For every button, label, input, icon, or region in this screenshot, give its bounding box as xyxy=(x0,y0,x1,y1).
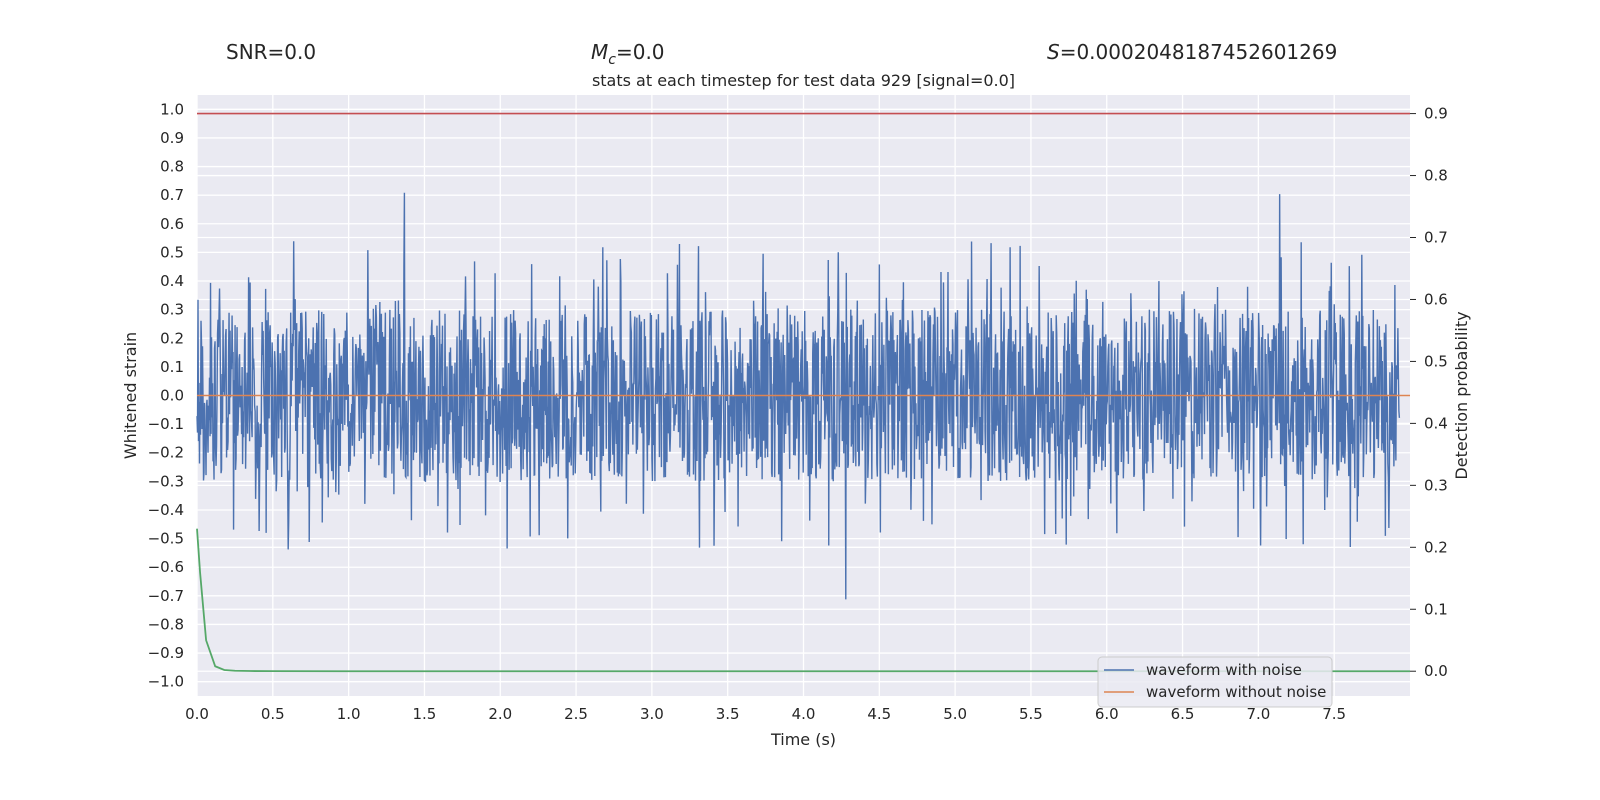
mc-value: =0.0 xyxy=(615,40,665,64)
y-tick-label-left: −0.5 xyxy=(148,530,184,548)
y-tick-label-left: 0.8 xyxy=(160,158,184,176)
legend-entry-label: waveform with noise xyxy=(1146,661,1302,679)
legend: waveform with noise waveform without nois… xyxy=(1097,656,1333,708)
y-tick-label-left: −0.1 xyxy=(148,415,184,433)
y-tick-label-right: 0.7 xyxy=(1424,229,1448,247)
x-tick-label: 1.0 xyxy=(337,705,361,723)
x-tick-label: 4.0 xyxy=(792,705,816,723)
y-tick-label-left: 0.0 xyxy=(160,387,184,405)
x-tick-label: 0.5 xyxy=(261,705,285,723)
y-tick-label-left: −0.2 xyxy=(148,444,184,462)
y-tick-label-right: 0.2 xyxy=(1424,538,1448,556)
x-tick-label: 3.5 xyxy=(716,705,740,723)
y-tick-label-right: 0.3 xyxy=(1424,476,1448,494)
x-tick-label: 0.0 xyxy=(185,705,209,723)
x-tick-label: 5.0 xyxy=(943,705,967,723)
y-tick-label-left: 0.9 xyxy=(160,129,184,147)
x-tick-label: 5.5 xyxy=(1019,705,1043,723)
y-tick-label-left: 0.5 xyxy=(160,243,184,261)
y-tick-label-left: 0.4 xyxy=(160,272,184,290)
y-tick-label-right: 0.1 xyxy=(1424,600,1448,618)
y-tick-label-left: −0.9 xyxy=(148,644,184,662)
detection-probability-line xyxy=(196,528,1410,673)
s-symbol: S xyxy=(1047,40,1060,64)
y-tick-label-right: 0.6 xyxy=(1424,290,1448,308)
y-axis-label-left: Whitened strain xyxy=(121,332,140,459)
y-axis-label-right: Detection probability xyxy=(1452,311,1471,479)
lines-layer xyxy=(196,112,1410,673)
y-tick-label-left: −0.3 xyxy=(148,472,184,490)
y-tick-label-left: −0.7 xyxy=(148,587,184,605)
noise-waveform-series xyxy=(196,192,1401,600)
noise-waveform-line xyxy=(196,192,1401,600)
s-statistic-readout: S=0.0002048187452601269 xyxy=(1047,40,1337,64)
x-tick-label: 7.5 xyxy=(1322,705,1346,723)
y-tick-label-left: −0.4 xyxy=(148,501,184,519)
y-tick-label-left: 0.2 xyxy=(160,329,184,347)
y-tick-label-left: 0.1 xyxy=(160,358,184,376)
y-tick-label-right: 0.9 xyxy=(1424,105,1448,123)
x-tick-label: 1.5 xyxy=(413,705,437,723)
snr-readout: SNR=0.0 xyxy=(226,40,317,64)
mc-symbol: M xyxy=(591,40,609,64)
chart-title: stats at each timestep for test data 929… xyxy=(592,71,1015,90)
y-tick-label-right: 0.0 xyxy=(1424,662,1448,680)
y-tick-label-left: 0.3 xyxy=(160,301,184,319)
x-tick-label: 6.5 xyxy=(1171,705,1195,723)
y-tick-label-right: 0.8 xyxy=(1424,167,1448,185)
s-value: =0.0002048187452601269 xyxy=(1059,40,1338,64)
y-tick-label-left: 1.0 xyxy=(160,100,184,118)
y-tick-label-left: 0.7 xyxy=(160,186,184,204)
y-tick-label-left: −1.0 xyxy=(148,673,184,691)
axes-layer: 0.0 0.5 1.0 1.5 2.0 2.5 3.0 3.5 4.0 4.5 5.0 5.5 6.0 6… xyxy=(148,100,1448,723)
x-tick-label: 2.5 xyxy=(564,705,588,723)
y-tick-label-left: −0.6 xyxy=(148,558,184,576)
x-tick-label: 4.5 xyxy=(867,705,891,723)
y-tick-label-right: 0.4 xyxy=(1424,414,1448,432)
y-tick-label-right: 0.5 xyxy=(1424,352,1448,370)
y-tick-label-left: −0.8 xyxy=(148,615,184,633)
x-tick-label: 3.0 xyxy=(640,705,664,723)
x-axis-label: Time (s) xyxy=(770,730,836,749)
x-tick-label: 2.0 xyxy=(488,705,512,723)
chirp-mass-readout: Mc=0.0 xyxy=(591,40,665,68)
x-tick-label: 7.0 xyxy=(1246,705,1270,723)
x-tick-label: 6.0 xyxy=(1095,705,1119,723)
legend-box xyxy=(1097,656,1333,708)
mc-subscript: c xyxy=(608,52,616,68)
y-tick-label-left: 0.6 xyxy=(160,215,184,233)
legend-entry-label: waveform without noise xyxy=(1146,683,1326,701)
